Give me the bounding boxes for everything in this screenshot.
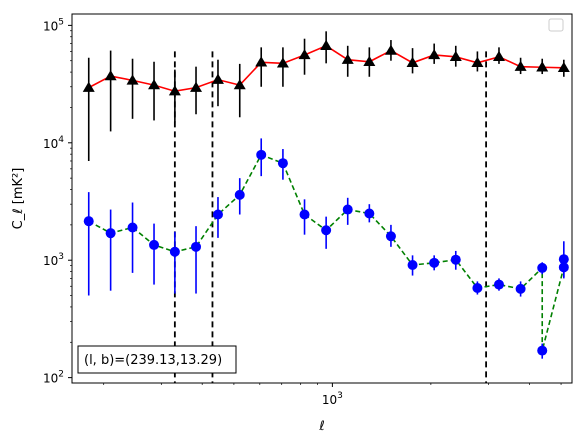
series-1-point [450,254,461,265]
series-0-point [428,48,441,60]
y-tick-label: 104 [43,135,64,151]
series-0-point [320,39,333,51]
series-0-point [341,53,354,64]
series-1-point [385,231,396,242]
series-1-point [299,209,310,220]
series-0-point [233,79,246,90]
plot-area [82,31,570,383]
series-0-point [492,50,505,62]
series-0-point [190,81,203,92]
series-1-point [537,345,548,356]
series-1-point [515,283,526,294]
series-0-point [406,56,419,68]
series-1-point [407,260,418,271]
series-0-point [255,56,268,67]
y-axis-label: C_ℓ [mK²] [11,168,26,230]
y-tick-label: 102 [43,370,64,386]
series-1-point [493,279,504,290]
coordinate-annotation: (l, b)=(239.13,13.29) [77,345,237,374]
series-1-point [342,204,353,215]
y-tick-label: 105 [43,17,64,33]
series-1-point [105,228,116,239]
series-1-point [364,208,375,219]
series-0-point [557,61,570,73]
series-1-point [83,216,94,227]
x-tick-label: 103 [322,391,343,407]
series-1-point [149,239,160,250]
series-0-point [168,85,181,96]
series-1-point [191,241,202,252]
x-axis-label: ℓ [318,419,324,434]
annotation-text: (l, b)=(239.13,13.29) [84,353,222,368]
series-0-point [471,56,484,68]
series-0-point [211,73,224,84]
series-1-point [256,149,267,160]
series-1-point [537,262,548,273]
series-1-point [234,189,245,200]
series-1-point [429,257,440,268]
series-1-point [558,262,569,273]
series-1-point [472,282,483,293]
series-0-point [514,60,527,71]
series-1-point [127,222,138,233]
axes: 102 103 104 105 103 [43,13,573,407]
series-1-point [169,246,180,257]
series-1-point [277,158,288,169]
series-0-point [104,70,117,81]
series-0-point [363,55,376,66]
series-0-point [126,74,139,85]
series-0-point [298,48,311,60]
series-0-point [536,61,549,72]
series-0-point [148,79,161,90]
series-0-point [384,44,397,55]
series-1-point [321,225,332,236]
y-tick-label: 103 [43,252,64,268]
annotation-box [77,345,237,374]
series-0-point [82,81,95,92]
axes-frame [71,13,573,384]
series-0-point [449,50,462,62]
series-1-point [558,254,569,265]
plot-content [82,31,570,383]
series-0-point [276,57,289,68]
legend-box [548,18,564,32]
series-1-point [212,209,223,220]
